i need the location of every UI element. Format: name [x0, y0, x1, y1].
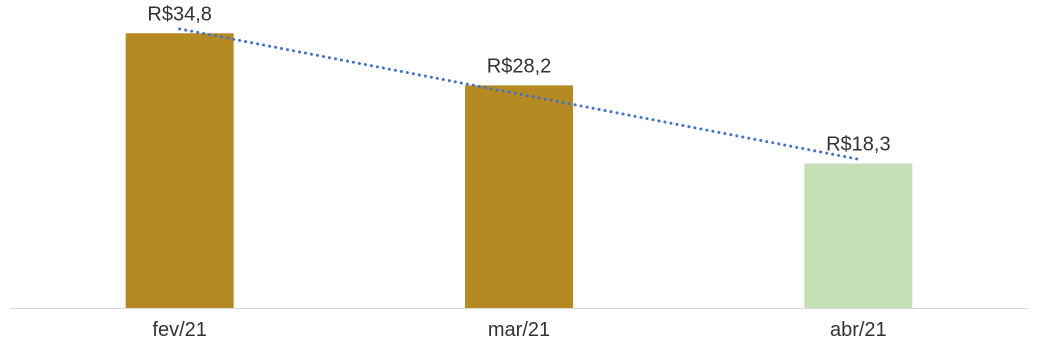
bar-mar-21 [465, 85, 573, 308]
data-label: R$18,3 [826, 134, 891, 156]
bar-fev-21 [125, 33, 234, 309]
trendline-group [178, 27, 860, 161]
trendline [178, 27, 860, 161]
bars-group [125, 33, 913, 309]
bar-abr-21 [804, 163, 913, 308]
x-tick-label: fev/21 [152, 319, 206, 341]
data-labels-group: R$34,8 R$28,2 R$18,3 [147, 3, 890, 155]
x-tick-label: mar/21 [488, 319, 550, 341]
data-label: R$34,8 [147, 3, 212, 25]
data-label: R$28,2 [487, 55, 552, 77]
x-tick-label: abr/21 [830, 319, 887, 341]
x-tick-labels-group: fev/21 mar/21 abr/21 [152, 319, 886, 341]
